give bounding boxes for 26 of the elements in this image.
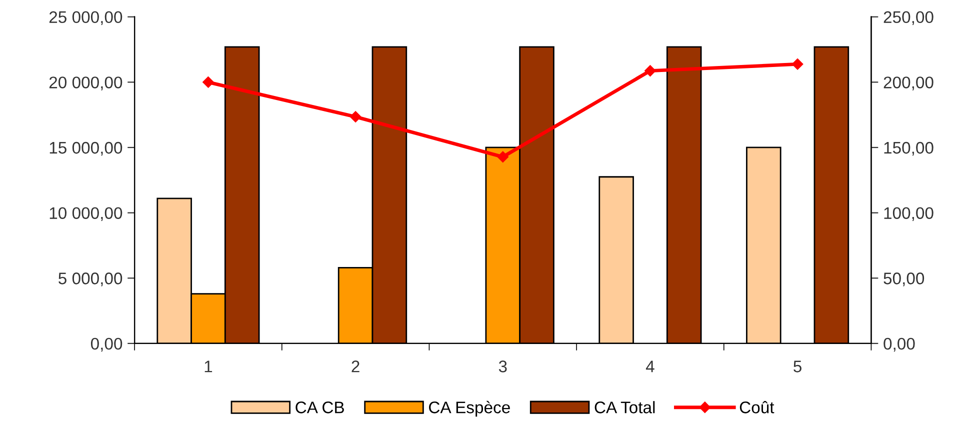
y-tick-label: 20 000,00 <box>49 76 122 90</box>
y-tick-label: 0,00 <box>90 338 122 352</box>
point <box>350 111 362 122</box>
legend-label: CA Espèce <box>429 400 510 417</box>
legend-label: CA Total <box>594 401 655 414</box>
x-tick-label: 1 <box>204 360 212 372</box>
y2-tick-label: 100,00 <box>884 207 934 221</box>
point <box>644 65 656 76</box>
x-tick-label: 3 <box>498 360 507 372</box>
y-tick-label: 15 000,00 <box>50 142 122 156</box>
x-tick-label: 4 <box>646 360 654 372</box>
point <box>497 151 508 162</box>
y-tick-label: 25 000,00 <box>49 11 122 26</box>
legend-label: CA CB <box>296 402 344 414</box>
point <box>792 58 804 70</box>
x-tick-label: 2 <box>352 360 360 372</box>
y2-tick-label: 150,00 <box>884 142 934 156</box>
y-tick-label: 10 000,00 <box>50 207 122 221</box>
legend-label: Coût <box>740 401 774 414</box>
y-tick-label: 5 000,00 <box>58 272 122 286</box>
point <box>202 76 214 88</box>
y2-tick-label: 50,00 <box>884 272 924 286</box>
y2-tick-label: 0,00 <box>884 338 915 352</box>
x-tick-label: 5 <box>794 360 802 372</box>
y2-tick-label: 250,00 <box>884 11 934 26</box>
y2-tick-label: 200,00 <box>884 76 934 90</box>
